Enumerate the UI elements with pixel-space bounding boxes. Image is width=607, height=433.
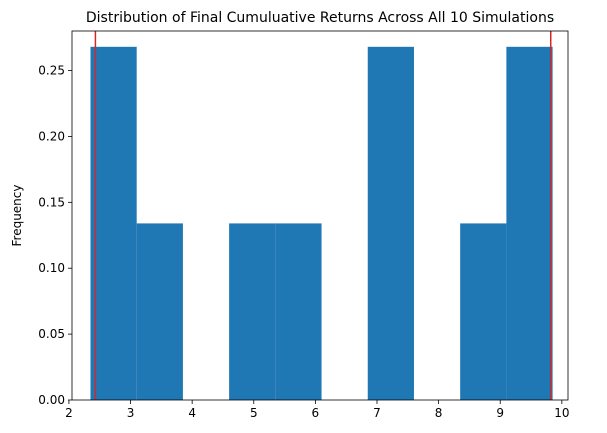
vlines-group: [94, 31, 552, 400]
y-tick-label: 0.15: [38, 195, 65, 209]
histogram-bar-4: [275, 223, 322, 400]
histogram-bar-1: [136, 223, 183, 400]
histogram-bar-0: [90, 46, 137, 401]
histogram-bar-8: [460, 223, 507, 400]
x-tick-label: 6: [312, 406, 320, 420]
y-tick-label: 0.20: [38, 129, 65, 143]
x-tick-label: 10: [554, 406, 569, 420]
histogram-bar-6: [367, 46, 414, 401]
histogram-bar-3: [229, 223, 276, 400]
histogram-bar-9: [506, 46, 553, 401]
x-tick-label: 3: [127, 406, 135, 420]
x-tick-label: 9: [496, 406, 504, 420]
x-tick-label: 8: [435, 406, 443, 420]
y-axis-label: Frequency: [10, 185, 24, 247]
bars-group: [90, 46, 553, 401]
y-tick-label: 0.25: [38, 64, 65, 78]
x-axis: 2 3 4 5 6 7 8 9 10: [65, 400, 569, 420]
y-tick-label: 0.05: [38, 327, 65, 341]
chart-title: Distribution of Final Cumuluative Return…: [86, 10, 554, 26]
plot-frame: [71, 30, 569, 401]
y-axis: 0.00 0.05 0.10 0.15 0.20 0.25: [38, 64, 72, 407]
y-tick-label: 0.10: [38, 261, 65, 275]
y-tick-label: 0.00: [38, 393, 65, 407]
x-tick-label: 5: [250, 406, 258, 420]
x-tick-label: 7: [373, 406, 381, 420]
x-tick-label: 4: [188, 406, 196, 420]
x-tick-label: 2: [65, 406, 73, 420]
